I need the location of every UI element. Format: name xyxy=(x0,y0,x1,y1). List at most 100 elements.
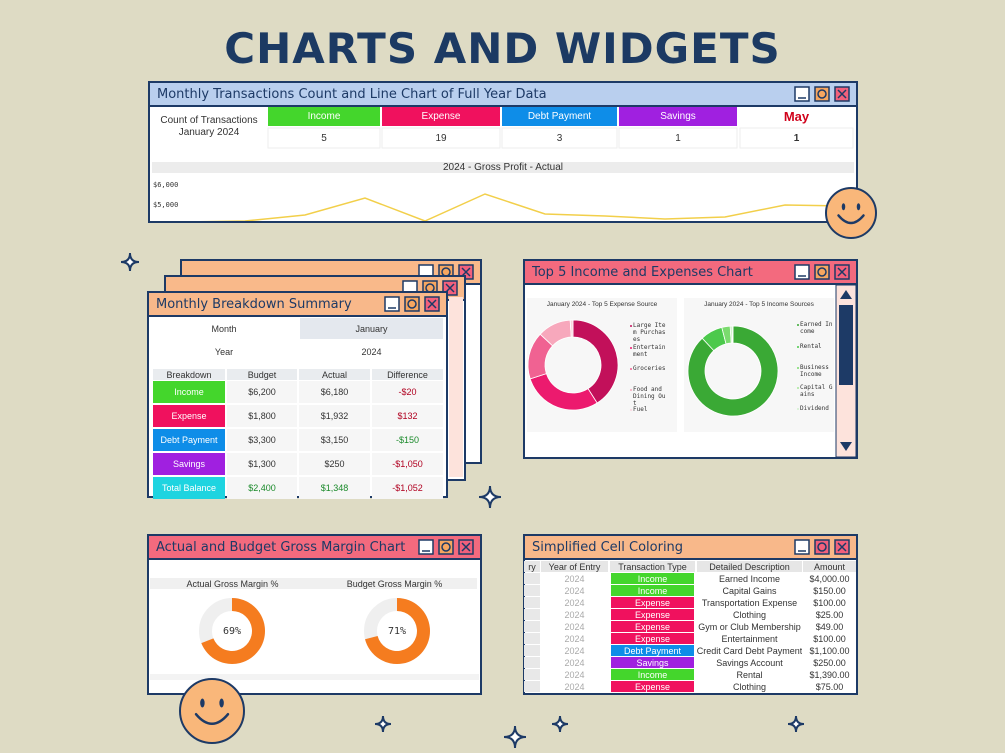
cell xyxy=(541,669,608,680)
month-label: Month xyxy=(211,323,237,334)
column-header: Budget xyxy=(247,369,277,380)
cell-text: 2024 xyxy=(564,621,585,632)
legend-dot xyxy=(797,346,799,348)
cell xyxy=(803,633,856,644)
cell xyxy=(803,597,856,608)
cell xyxy=(697,645,802,656)
cell-text: $1,348 xyxy=(320,483,349,493)
slice xyxy=(731,325,734,344)
window-title: Monthly Breakdown Summary xyxy=(156,296,352,312)
eye xyxy=(219,698,224,708)
cell xyxy=(541,645,608,656)
cell xyxy=(541,585,608,596)
cell xyxy=(381,127,501,149)
cell-text: -$20 xyxy=(398,387,417,397)
cell xyxy=(803,621,856,632)
cell-text: Total Balance xyxy=(161,483,217,493)
cell-text: -$150 xyxy=(395,435,420,445)
maximize-button xyxy=(814,86,830,102)
cell-text: Gym or Club Membership xyxy=(698,621,801,632)
cell xyxy=(299,381,370,403)
cell-text: Expense xyxy=(634,597,671,608)
mouth xyxy=(837,214,865,225)
cell-text: -$1,052 xyxy=(392,483,423,493)
cell-text: Debt Payment xyxy=(623,645,682,656)
cell xyxy=(524,597,540,608)
scroll-thumb xyxy=(839,305,853,385)
month: January xyxy=(355,323,388,334)
column-header: Amount xyxy=(813,561,846,572)
cell xyxy=(300,318,443,339)
cell xyxy=(227,477,297,499)
legend-label: Dividend xyxy=(800,405,829,412)
column-header: Year of Entry xyxy=(548,561,601,572)
cell-text: 2024 xyxy=(564,585,585,596)
maximize-button xyxy=(404,296,420,312)
legend-dot xyxy=(797,387,799,389)
cell xyxy=(803,669,856,680)
cell xyxy=(501,127,618,149)
cell-text: Income xyxy=(637,669,668,680)
cell-text: $25.00 xyxy=(815,609,844,620)
icon xyxy=(817,89,827,99)
cell-text: $100.00 xyxy=(813,597,846,608)
cell xyxy=(299,453,370,475)
title-bar xyxy=(523,534,858,560)
category-label: Savings xyxy=(660,111,696,122)
legend-dot xyxy=(630,347,632,349)
cell-text: $250 xyxy=(324,459,345,469)
cell xyxy=(697,621,802,632)
category-header xyxy=(502,107,617,126)
cell xyxy=(227,381,297,403)
count-value: 3 xyxy=(556,132,563,144)
legend-label: Business Income xyxy=(800,364,829,378)
category-label: May xyxy=(783,109,810,124)
cell-text: 2024 xyxy=(564,633,585,644)
cell xyxy=(267,127,381,149)
cell xyxy=(541,681,608,692)
legend-dot xyxy=(797,367,799,369)
cell xyxy=(372,381,443,403)
chart-area xyxy=(684,298,834,432)
donut-arc xyxy=(201,598,265,664)
cell xyxy=(153,381,225,403)
cell-text: $2,400 xyxy=(248,483,276,493)
legend-dot xyxy=(630,409,632,411)
window-title: Simplified Cell Coloring xyxy=(532,539,684,555)
header-cell xyxy=(299,369,370,380)
y-tick-label: $6,000 xyxy=(153,181,179,189)
eye xyxy=(856,203,861,211)
cell-text: $3,300 xyxy=(248,435,276,445)
cell xyxy=(611,657,694,668)
chart-title-bar xyxy=(312,578,477,589)
cell xyxy=(524,681,540,692)
cell xyxy=(372,405,443,427)
cell-text: $1,800 xyxy=(248,411,276,421)
chart-title: 2024 - Gross Profit - Actual xyxy=(442,162,564,173)
icon xyxy=(837,542,847,552)
chart-title: January 2024 - Top 5 Expense Source xyxy=(546,301,658,308)
cell-text: 2024 xyxy=(564,597,585,608)
cell-text: Savings xyxy=(172,459,206,469)
icon xyxy=(461,267,471,277)
cell-text: Income xyxy=(637,585,668,596)
header-cell xyxy=(610,561,695,572)
minimize-button xyxy=(418,539,434,555)
line-area xyxy=(199,193,846,221)
legend-label: Fuel xyxy=(633,406,648,413)
cell xyxy=(153,477,225,499)
cell xyxy=(611,669,694,680)
icon xyxy=(407,299,417,309)
cell-text: 2024 xyxy=(564,609,585,620)
cell-text: $1,100.00 xyxy=(809,645,850,656)
cell xyxy=(372,453,443,475)
cell-text: Expense xyxy=(634,681,671,692)
cell xyxy=(227,453,297,475)
cell xyxy=(611,645,694,656)
icon xyxy=(817,267,827,277)
chart-title: Budget Gross Margin % xyxy=(346,578,443,589)
cell-text: -$1,050 xyxy=(392,459,423,469)
column-header: Detailed Description xyxy=(709,561,790,572)
minimize-button xyxy=(794,264,810,280)
page-title: CHARTS AND WIDGETS xyxy=(224,23,781,73)
